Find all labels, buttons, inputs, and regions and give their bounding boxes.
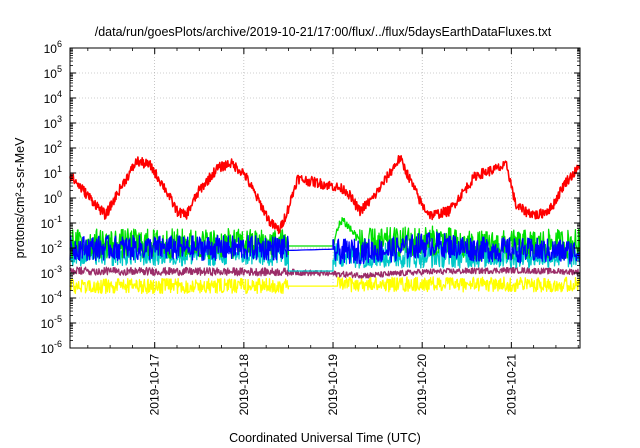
y-tick-label: 10-1 <box>41 214 62 231</box>
chart-title: /data/run/goesPlots/archive/2019-10-21/1… <box>95 25 552 39</box>
y-tick-label: 105 <box>44 64 62 81</box>
series-line <box>69 155 581 235</box>
x-tick-label: 2019-10-17 <box>148 354 162 416</box>
y-tick-label: 100 <box>44 189 62 206</box>
y-tick-labels: 10-6 10-5 10-4 10-3 10-2 10-1 100 101 102 103 104 1… <box>41 39 62 356</box>
y-tick-label: 10-6 <box>41 339 62 356</box>
x-tick-label: 2019-10-21 <box>504 354 518 416</box>
y-tick-label: 10-3 <box>41 264 62 281</box>
y-tick-label: 102 <box>44 139 62 156</box>
y-tick-label: 10-2 <box>41 239 62 256</box>
y-tick-label: 10-4 <box>41 289 62 306</box>
x-axis-label: Coordinated Universal Time (UTC) <box>229 431 421 445</box>
series-line <box>69 231 581 265</box>
y-tick-label: 104 <box>44 89 62 106</box>
tick-marks <box>70 47 580 349</box>
x-tick-label: 2019-10-18 <box>237 354 251 416</box>
x-tick-labels: 2019-10-17 2019-10-18 2019-10-19 2019-10-20… <box>148 354 519 416</box>
y-axis-label: protons/cm²-s-sr-MeV <box>13 137 27 259</box>
y-tick-label: 106 <box>44 39 62 56</box>
series-line <box>69 276 581 295</box>
x-tick-label: 2019-10-19 <box>326 354 340 416</box>
y-tick-label: 103 <box>44 114 62 131</box>
y-tick-label: 10-5 <box>41 314 62 331</box>
y-tick-label: 101 <box>44 164 62 181</box>
series-layer <box>69 155 581 295</box>
grid <box>70 48 580 348</box>
series-line <box>69 266 581 279</box>
x-tick-label: 2019-10-20 <box>415 354 429 416</box>
